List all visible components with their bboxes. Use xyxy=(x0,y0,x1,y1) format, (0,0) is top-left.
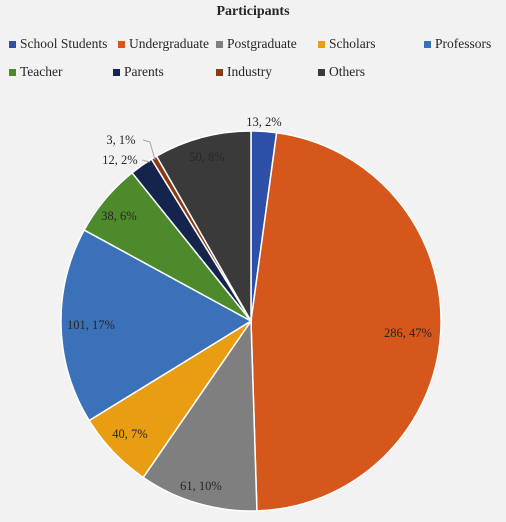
legend-swatch xyxy=(424,40,431,48)
legend-item: Teacher xyxy=(9,64,63,80)
chart-title: Participants xyxy=(216,4,290,19)
legend-label: School Students xyxy=(20,36,108,51)
legend: School Students Undergraduate Postgraduate… xyxy=(0,0,506,90)
legend-item: Scholars xyxy=(318,36,376,52)
data-label: 13, 2% xyxy=(246,115,281,129)
leader-line xyxy=(142,139,156,161)
data-label: 3, 1% xyxy=(106,133,135,147)
pie-slice-others xyxy=(155,130,252,324)
legend-label: Parents xyxy=(124,64,164,79)
legend-label: Others xyxy=(329,64,365,79)
legend-label: Postgraduate xyxy=(227,36,297,51)
legend-swatch xyxy=(318,40,325,48)
legend-swatch xyxy=(216,68,223,76)
pie-slice-undergraduate xyxy=(250,131,442,512)
legend-label: Scholars xyxy=(329,36,376,51)
data-label: 101, 17% xyxy=(67,318,115,332)
legend-swatch xyxy=(9,68,16,76)
legend-item: Parents xyxy=(113,64,164,80)
data-label: 286, 47% xyxy=(384,326,432,340)
legend-label: Professors xyxy=(435,36,492,51)
legend-item: Postgraduate xyxy=(216,36,297,52)
data-label: 38, 6% xyxy=(101,209,136,223)
pie-slice-postgraduate xyxy=(142,318,258,512)
data-label: 50, 8% xyxy=(189,150,224,164)
legend-swatch xyxy=(113,68,120,76)
legend-item: Professors xyxy=(424,36,491,52)
data-label: 61, 10% xyxy=(180,479,222,493)
legend-label: Teacher xyxy=(20,64,63,79)
data-label: 40, 7% xyxy=(112,427,147,441)
legend-swatch xyxy=(318,68,325,76)
legend-item: Industry xyxy=(216,64,272,80)
legend-item: School Students xyxy=(9,36,107,52)
legend-item: Undergraduate xyxy=(118,36,209,52)
legend-label: Industry xyxy=(227,64,272,79)
legend-swatch xyxy=(118,40,125,48)
legend-label: Undergraduate xyxy=(129,36,209,51)
pie-slice-professors xyxy=(60,229,253,422)
data-label: 12, 2% xyxy=(102,153,137,167)
leader-line xyxy=(141,159,151,163)
legend-item: Others xyxy=(318,64,365,80)
legend-swatch xyxy=(216,40,223,48)
legend-swatch xyxy=(9,40,16,48)
